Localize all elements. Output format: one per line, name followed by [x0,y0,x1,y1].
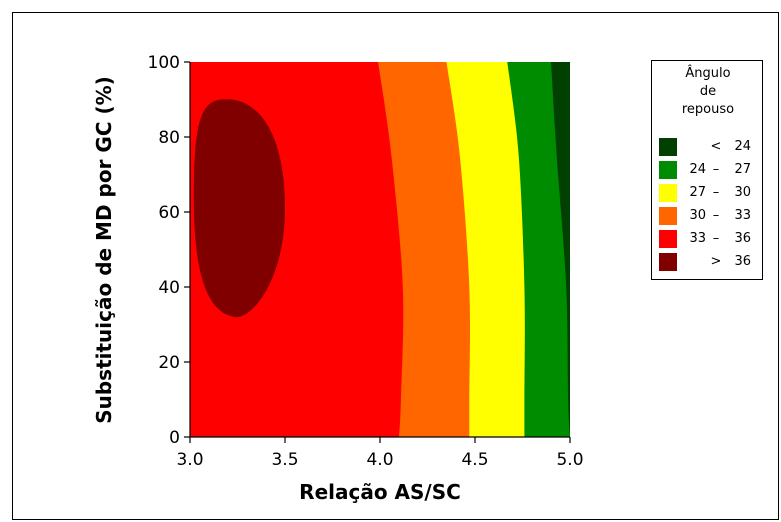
legend-swatch [659,138,677,156]
legend-low: 24 [689,162,706,177]
y-tick-label: 60 [158,203,180,223]
legend-item: 33–36 [659,229,759,248]
legend-high: 24 [734,139,751,154]
legend-item: 24–27 [659,160,759,179]
legend-item: <24 [659,137,759,156]
x-tick-label: 4.5 [461,450,488,470]
legend-operator: – [712,185,720,200]
y-tick-label: 80 [158,128,180,148]
axes: 3.0 3.5 4.0 4.5 5.0 0 20 40 60 80 100 [148,53,584,470]
legend-swatch [659,253,677,271]
legend-high: 36 [734,231,751,246]
legend-swatch [659,161,677,179]
legend-item: 27–30 [659,183,759,202]
region-24-27 [507,62,570,437]
legend-high: 27 [734,162,751,177]
plot-area [190,62,570,437]
legend-swatch [659,207,677,225]
legend-title-line: de [699,84,717,99]
legend-title-line: Ângulo [685,66,731,81]
legend-operator: – [712,231,720,246]
legend-item: >36 [659,252,759,271]
legend-high: 33 [734,208,751,223]
legend-operator: – [712,162,720,177]
legend-low: 30 [689,208,706,223]
legend-low: 27 [689,185,706,200]
legend-operator: – [712,208,720,223]
x-tick-label: 5.0 [556,450,583,470]
legend-title-line: repouso [681,102,735,117]
legend-swatch [659,184,677,202]
legend-operator: < [710,139,722,154]
legend-high: 30 [734,185,751,200]
x-tick-label: 3.5 [271,450,298,470]
legend-item: 30–33 [659,206,759,225]
legend-swatch [659,230,677,248]
y-tick-label: 20 [158,353,180,373]
y-tick-label: 0 [169,428,180,448]
x-tick-label: 4.0 [366,450,393,470]
y-tick-label: 40 [158,278,180,298]
legend-high: 36 [734,254,751,269]
region-lt-24 [551,62,570,437]
region-gt-36 [193,99,285,318]
x-axis-label: Relação AS/SC [299,480,461,504]
chart-frame [12,12,779,520]
x-tick-label: 3.0 [176,450,203,470]
legend-operator: > [710,254,722,269]
y-tick-label: 100 [148,53,180,73]
legend: Ângulo de repouso <24 24–27 27–30 30–33 33–3… [651,60,763,280]
y-axis-label: Substituição de MD por GC (%) [92,76,116,424]
legend-title: Ângulo de repouso [652,65,764,119]
legend-low: 33 [689,231,706,246]
